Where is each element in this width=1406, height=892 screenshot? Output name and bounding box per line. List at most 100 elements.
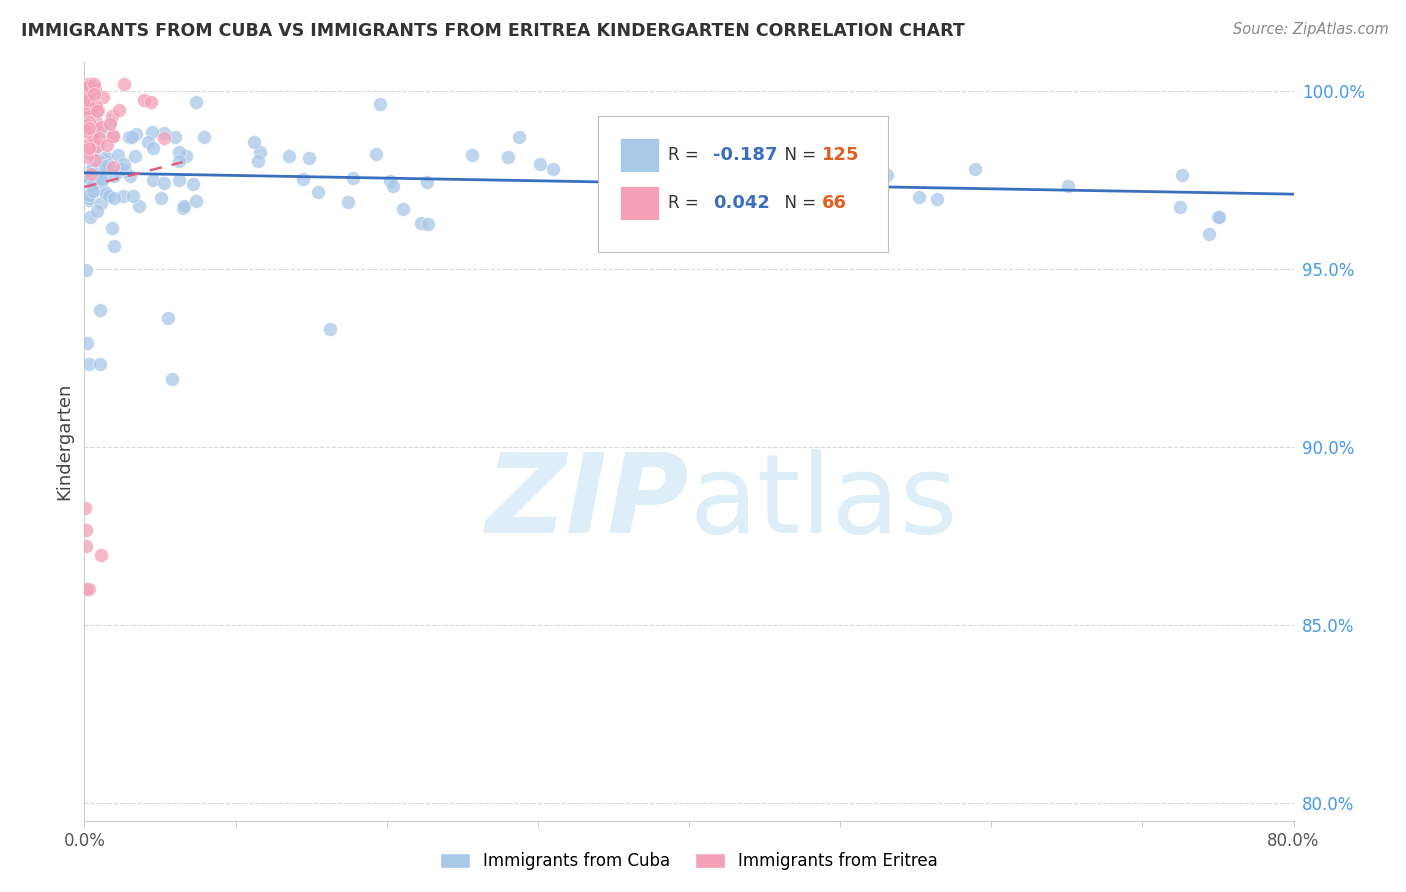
Point — [111, 188, 134, 202]
Point — [152, 126, 174, 140]
Point — [121, 129, 143, 144]
Point — [172, 201, 194, 215]
Bar — [620, 138, 659, 172]
Point — [114, 164, 136, 178]
Point — [89, 357, 111, 371]
Point — [169, 154, 191, 169]
Point — [382, 178, 405, 193]
Point — [94, 157, 117, 171]
Point — [496, 150, 519, 164]
Point — [108, 164, 131, 178]
Point — [118, 169, 141, 183]
Point — [90, 168, 112, 182]
Point — [96, 137, 118, 152]
Point — [184, 194, 207, 209]
Point — [1206, 210, 1229, 224]
Point — [173, 199, 195, 213]
Point — [83, 127, 105, 141]
Point — [87, 153, 110, 168]
Point — [76, 169, 98, 184]
Point — [711, 203, 734, 218]
Point — [186, 95, 208, 109]
Point — [77, 193, 100, 207]
Point — [98, 189, 121, 203]
Point — [364, 146, 387, 161]
Point — [153, 131, 176, 145]
Point — [82, 184, 104, 198]
Point — [803, 153, 825, 168]
Point — [82, 128, 104, 143]
Point — [1198, 227, 1220, 241]
Point — [87, 103, 110, 117]
Point — [76, 125, 98, 139]
Point — [1208, 210, 1230, 224]
Point — [77, 191, 100, 205]
Point — [79, 136, 101, 150]
Point — [77, 170, 100, 185]
Point — [77, 582, 100, 597]
Point — [83, 77, 105, 91]
Point — [249, 145, 271, 159]
Point — [79, 358, 101, 372]
Point — [83, 120, 105, 135]
Point — [149, 190, 172, 204]
Point — [160, 372, 183, 386]
Point — [79, 103, 101, 118]
Point — [416, 175, 439, 189]
Point — [82, 177, 104, 191]
Text: 0.042: 0.042 — [713, 194, 770, 211]
Point — [169, 145, 191, 160]
Point — [141, 125, 163, 139]
Point — [84, 115, 107, 129]
Point — [77, 115, 100, 129]
Point — [82, 178, 104, 193]
Point — [152, 176, 174, 190]
Point — [77, 187, 100, 202]
Point — [86, 181, 108, 195]
Point — [77, 93, 100, 107]
Point — [80, 167, 103, 181]
Point — [307, 185, 329, 199]
Point — [82, 162, 104, 177]
Point — [80, 121, 103, 136]
Point — [75, 122, 97, 136]
Point — [77, 89, 100, 103]
Point — [86, 138, 108, 153]
Point — [75, 90, 97, 104]
Point — [76, 133, 98, 147]
Point — [132, 94, 155, 108]
Point — [174, 149, 197, 163]
Point — [107, 148, 129, 162]
Point — [76, 121, 98, 136]
Bar — [620, 186, 659, 220]
Text: atlas: atlas — [689, 449, 957, 556]
Text: R =: R = — [668, 146, 704, 164]
Point — [90, 195, 112, 210]
Point — [75, 143, 97, 157]
Point — [77, 79, 100, 94]
Point — [94, 153, 117, 168]
Point — [89, 302, 111, 317]
Point — [342, 170, 364, 185]
Point — [1168, 200, 1191, 214]
Point — [278, 149, 301, 163]
Point — [94, 159, 117, 173]
Point — [75, 115, 97, 129]
Point — [77, 141, 100, 155]
Point — [101, 160, 124, 174]
Point — [243, 135, 266, 149]
Point — [77, 107, 100, 121]
Point — [508, 130, 530, 145]
Point — [83, 87, 105, 102]
Point — [156, 311, 179, 326]
Point — [124, 149, 146, 163]
Point — [247, 154, 270, 169]
Text: -0.187: -0.187 — [713, 146, 778, 164]
Point — [97, 158, 120, 172]
Point — [963, 162, 986, 177]
Point — [103, 169, 125, 184]
Point — [83, 175, 105, 189]
Point — [76, 336, 98, 351]
Point — [89, 173, 111, 187]
Point — [91, 172, 114, 186]
